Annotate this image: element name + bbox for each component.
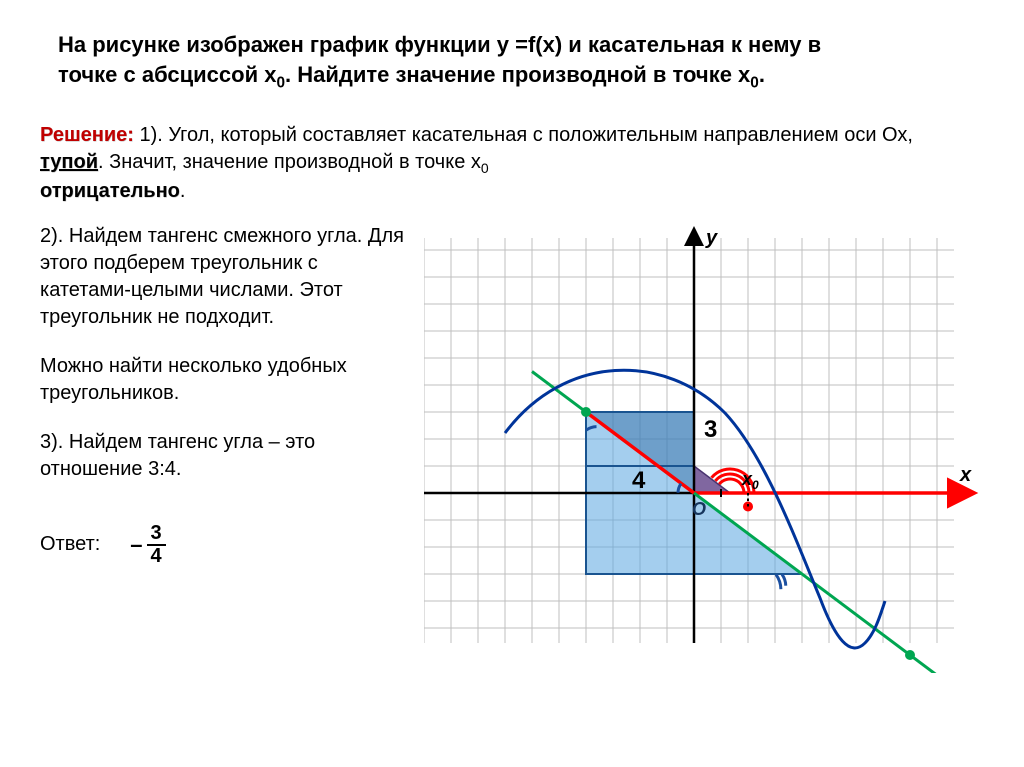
tangent-chart: y x Ox0 3 4 <box>424 223 984 673</box>
svg-text:x: x <box>959 464 972 486</box>
svg-text:x0: x0 <box>741 469 759 492</box>
answer-value: – 3 4 <box>130 523 165 567</box>
svg-text:y: y <box>705 227 718 249</box>
left-column: 2). Найдем тангенс смежного угла. Для эт… <box>40 223 404 567</box>
solution-paragraph-3: Можно найти несколько удобных треугольни… <box>40 353 404 407</box>
p1-text-b: . Значит, значение производной в точке x <box>98 151 481 173</box>
p1-text-a: 1). Угол, который составляет касательная… <box>134 124 913 146</box>
svg-text:O: O <box>692 499 706 519</box>
title-line-2b: . Найдите значение производной в точке x <box>285 62 750 87</box>
p1-bold-2: отрицательно <box>40 180 180 202</box>
solution-paragraph-4: 3). Найдем тангенс угла – это отношение … <box>40 429 404 483</box>
title-sub-2: 0 <box>750 74 759 91</box>
title-sub-1: 0 <box>276 74 285 91</box>
answer-sign: – <box>130 530 142 560</box>
svg-text:3: 3 <box>704 416 717 443</box>
p1-text-d: . <box>180 180 186 202</box>
svg-text:4: 4 <box>632 467 646 494</box>
answer-label: Ответ: <box>40 531 100 558</box>
title-line-2c: . <box>759 62 765 87</box>
p1-sub: 0 <box>481 160 489 176</box>
chart-container: y x Ox0 3 4 <box>424 223 984 678</box>
problem-title: На рисунке изображен график функции y =f… <box>40 30 984 94</box>
title-line-2a: точке с абсциссой x <box>58 62 276 87</box>
answer-row: Ответ: – 3 4 <box>40 523 404 567</box>
solution-paragraph-2: 2). Найдем тангенс смежного угла. Для эт… <box>40 223 404 331</box>
title-line-1: На рисунке изображен график функции y =f… <box>58 32 821 57</box>
solution-label: Решение: <box>40 124 134 146</box>
p1-bold-1: тупой <box>40 151 98 173</box>
solution-paragraph-1: Решение: 1). Угол, который составляет ка… <box>40 122 980 205</box>
answer-denominator: 4 <box>151 546 162 567</box>
answer-numerator: 3 <box>147 523 166 546</box>
